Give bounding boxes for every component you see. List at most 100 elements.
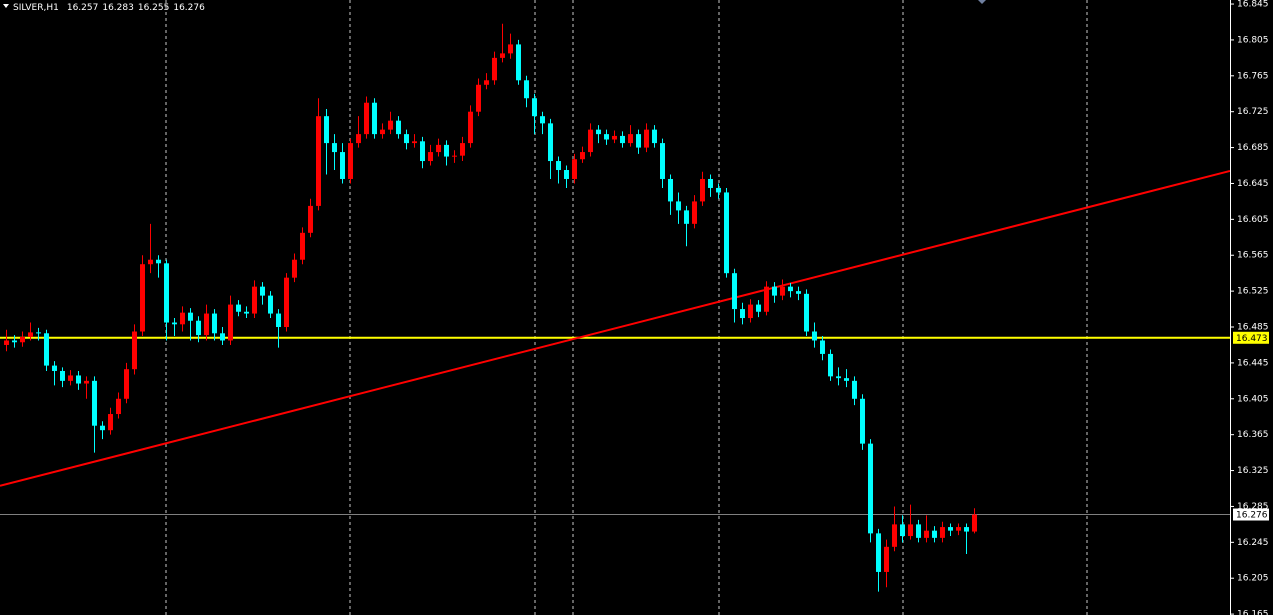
candle-body (932, 530, 937, 538)
candle-body (156, 259, 161, 264)
price-label-box (1233, 508, 1269, 521)
candle-body (668, 178, 673, 202)
candle-body (44, 333, 49, 366)
y-tick-label: 16.765 (1237, 71, 1269, 81)
candle-body (356, 134, 361, 144)
candle-body (892, 524, 897, 547)
candle-body (436, 144, 441, 153)
y-tick-label: 16.445 (1237, 358, 1269, 368)
candle-body (516, 44, 521, 81)
candle-body (420, 141, 425, 162)
candle-body (900, 524, 905, 537)
candle-body (20, 336, 25, 343)
trend-line (0, 169, 1231, 487)
y-tick-label: 16.285 (1237, 502, 1269, 512)
candle-body (204, 313, 209, 336)
candle-body (676, 201, 681, 211)
candle-body (468, 111, 473, 144)
candle-body (444, 144, 449, 157)
menu-triangle[interactable] (3, 4, 9, 8)
candle-body (916, 524, 921, 538)
candle-body (732, 273, 737, 310)
candle-body (564, 170, 569, 179)
candle-body (492, 57, 497, 81)
candle-body (844, 378, 849, 381)
y-tick-label: 16.685 (1237, 143, 1269, 153)
candle-body (4, 340, 9, 345)
candle-body (956, 527, 961, 531)
y-tick-label: 16.605 (1237, 215, 1269, 225)
candle-body (780, 286, 785, 296)
candle-body (244, 311, 249, 314)
header-symbol: SILVER,H1 (13, 3, 59, 13)
candle-body (548, 123, 553, 162)
candle-body (372, 102, 377, 135)
y-tick-label: 16.725 (1237, 107, 1269, 117)
candle-body (812, 331, 817, 341)
candle-body (452, 155, 457, 157)
candle-body (660, 143, 665, 179)
candle-body (412, 141, 417, 144)
candle-body (484, 80, 489, 85)
header-close: 16.276 (173, 3, 205, 13)
candle-body (196, 320, 201, 336)
price-label-box (1233, 331, 1269, 344)
candle-body (924, 530, 929, 538)
candle-body (236, 304, 241, 312)
candle-body (388, 120, 393, 130)
candle-body (636, 134, 641, 148)
candle-body (876, 533, 881, 572)
y-tick-label: 16.805 (1237, 35, 1269, 45)
y-tick-label: 16.365 (1237, 430, 1269, 440)
candle-body (524, 80, 529, 99)
axis-background (1230, 0, 1273, 615)
candle-body (772, 286, 777, 296)
candle-body (308, 205, 313, 233)
candle-body (76, 375, 81, 384)
candle-body (908, 524, 913, 537)
candle-body (108, 414, 113, 431)
candle-body (292, 259, 297, 278)
candle-body (700, 178, 705, 202)
candle-body (188, 312, 193, 321)
candle-body (804, 293, 809, 332)
candle-body (340, 152, 345, 179)
candle-body (84, 380, 89, 384)
candle-body (756, 304, 761, 312)
candle-body (220, 333, 225, 341)
candle-body (828, 353, 833, 377)
candle-body (692, 201, 697, 224)
candle-body (620, 135, 625, 144)
y-tick-label: 16.205 (1237, 574, 1269, 584)
candle-body (284, 277, 289, 328)
price-label: 16.276 (1236, 511, 1268, 521)
candle-body (644, 129, 649, 148)
candle-body (332, 143, 337, 153)
candle-body (428, 152, 433, 162)
candle-body (884, 546, 889, 572)
candle-body (532, 98, 537, 117)
candle-body (52, 365, 57, 371)
candle-body (748, 304, 753, 319)
y-tick-label: 16.165 (1237, 610, 1269, 615)
candle-body (860, 398, 865, 444)
candle-body (588, 129, 593, 153)
y-tick-label: 16.245 (1237, 538, 1269, 548)
candle-body (228, 304, 233, 341)
candle-body (36, 332, 41, 334)
candle-body (12, 340, 17, 343)
y-tick-label: 16.325 (1237, 466, 1269, 476)
y-tick-label: 16.565 (1237, 251, 1269, 261)
marker (978, 0, 986, 4)
candle-body (612, 135, 617, 140)
candle-body (708, 178, 713, 188)
candle-body (28, 332, 33, 337)
candle-body (148, 259, 153, 265)
price-axis: 16.845 16.805 16.765 16.725 16.685 16.645 16.6… (1230, 0, 1273, 615)
candle-body (508, 44, 513, 54)
candle-body (396, 120, 401, 135)
candle-body (460, 143, 465, 156)
candle-body (684, 210, 689, 224)
